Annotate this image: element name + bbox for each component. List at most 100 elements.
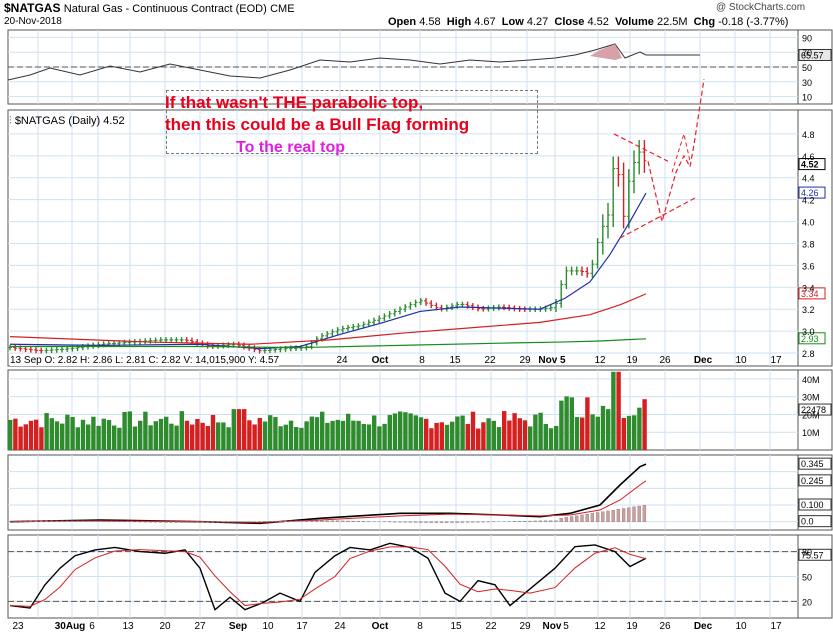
macd-histogram-bar bbox=[278, 520, 283, 522]
macd-histogram-bar bbox=[564, 517, 569, 522]
macd-histogram-bar bbox=[351, 520, 355, 522]
price-tick-label: 3.0 bbox=[802, 327, 815, 337]
macd-histogram-bar bbox=[216, 521, 220, 523]
ma-mid-tag-label: 3.34 bbox=[801, 289, 819, 299]
rsi-value-tag bbox=[798, 48, 832, 61]
price-date-label: 29 bbox=[519, 355, 531, 366]
exchange: CME bbox=[270, 3, 295, 15]
macd-histogram-bar bbox=[226, 521, 231, 523]
macd-histogram-bar bbox=[413, 521, 418, 523]
macd-histogram-bar bbox=[159, 521, 163, 523]
macd-panel-frame bbox=[7, 454, 799, 531]
volume-bar bbox=[236, 409, 242, 450]
volume-bar bbox=[377, 426, 382, 450]
bottom-date-label: Sep bbox=[229, 621, 247, 632]
volume-bar bbox=[611, 371, 616, 450]
macd-histogram-bar bbox=[49, 520, 54, 522]
macd-histogram-bar bbox=[315, 520, 319, 522]
volume-bar bbox=[330, 420, 335, 450]
chart-date: 20-Nov-2018 bbox=[4, 16, 62, 27]
ohlc-legend-icon: ⫶ bbox=[9, 115, 12, 127]
volume-bar bbox=[80, 419, 86, 450]
symbol-title: $NATGAS Natural Gas - Continuous Contrac… bbox=[4, 1, 295, 15]
macd-histogram-bar bbox=[299, 520, 303, 522]
volume-bar bbox=[502, 411, 507, 450]
volume-bar bbox=[294, 427, 299, 450]
macd-histogram-bar bbox=[450, 521, 454, 523]
bottom-date-label: Dec bbox=[694, 621, 713, 632]
low-value: 4.27 bbox=[526, 16, 549, 28]
volume-bar bbox=[86, 424, 91, 450]
volume-bar bbox=[569, 397, 574, 450]
macd-histogram-bar bbox=[632, 506, 636, 522]
info-bar: 13 Sep O: 2.82 H: 2.86 L: 2.81 C: 2.82 V… bbox=[10, 355, 280, 366]
price-tick-label: 3.2 bbox=[802, 305, 815, 315]
volume-bar bbox=[273, 417, 278, 450]
bottom-date-label: 19 bbox=[626, 621, 638, 632]
rsi-line bbox=[7, 43, 647, 81]
macd-histogram-bar bbox=[185, 521, 189, 523]
volume-tick-label: 20M bbox=[802, 410, 820, 420]
low-label: Low bbox=[501, 16, 524, 28]
volume-label: Volume bbox=[614, 16, 654, 28]
macd-histogram-bar bbox=[34, 520, 38, 522]
volume-bar bbox=[351, 420, 356, 450]
volume-bar bbox=[637, 407, 642, 450]
volume-bar bbox=[507, 420, 512, 450]
volume-bar bbox=[200, 422, 205, 450]
volume-bar bbox=[127, 411, 132, 450]
macd-histogram-bar bbox=[273, 520, 277, 522]
volume-bar bbox=[538, 412, 543, 450]
volume-bar bbox=[429, 428, 434, 450]
price-date-label: 26 bbox=[659, 355, 671, 366]
price-date-label: 19 bbox=[626, 355, 638, 366]
stoch-k-line bbox=[9, 542, 647, 611]
ma-mid-tag bbox=[798, 287, 826, 300]
bottom-date-label: 17 bbox=[296, 621, 308, 632]
volume-tick-label: 10M bbox=[802, 428, 820, 438]
bottom-date-label: 24 bbox=[334, 621, 346, 632]
macd-histogram-bar bbox=[606, 510, 610, 522]
stoch-value-tag bbox=[798, 548, 832, 561]
high-value: 4.67 bbox=[474, 16, 496, 28]
macd-histogram-bar bbox=[429, 521, 433, 523]
macd-value-tag bbox=[798, 474, 832, 487]
bottom-date-label: 5 bbox=[563, 621, 569, 632]
volume-bar bbox=[112, 425, 117, 450]
chg-value: -0.18 (-3.77%) bbox=[718, 16, 789, 28]
high-label: High bbox=[446, 16, 472, 28]
macd-histogram-bar bbox=[335, 520, 340, 522]
volume-bar bbox=[580, 417, 585, 450]
macd-histogram-bar bbox=[60, 520, 64, 522]
volume-bar bbox=[314, 417, 320, 450]
volume-bar bbox=[632, 415, 637, 450]
macd-histogram-bar bbox=[39, 520, 43, 522]
bottom-date-label: 15 bbox=[450, 621, 462, 632]
annotation-line-1: If that wasn't THE parabolic top, bbox=[165, 93, 424, 112]
volume-bar bbox=[169, 423, 174, 450]
bottom-date-label: 22 bbox=[485, 621, 497, 632]
volume-bar bbox=[106, 420, 112, 450]
volume-bar bbox=[439, 422, 444, 450]
volume-bar bbox=[621, 417, 626, 450]
volume-bar bbox=[486, 418, 491, 450]
volume-bar bbox=[616, 371, 621, 450]
volume-bar bbox=[221, 422, 226, 450]
volume-bar bbox=[158, 418, 164, 450]
macd-histogram-bar bbox=[86, 520, 90, 522]
price-tick-label: 4.6 bbox=[802, 152, 815, 162]
volume-bar bbox=[205, 425, 210, 450]
macd-histogram-bar bbox=[325, 520, 329, 522]
rsi-tick-label: 50 bbox=[802, 63, 812, 73]
macd-value-tag bbox=[798, 515, 832, 528]
volume-bar bbox=[522, 420, 528, 450]
macd-histogram-bar bbox=[169, 521, 173, 523]
volume-bar bbox=[548, 428, 554, 450]
source-credit: @ StockCharts.com bbox=[716, 2, 806, 13]
price-date-label: 17 bbox=[770, 355, 782, 366]
macd-histogram-bar bbox=[445, 521, 449, 523]
volume-bar bbox=[13, 418, 18, 450]
bottom-date-label: 17 bbox=[770, 621, 782, 632]
ma-long-line bbox=[10, 338, 647, 349]
